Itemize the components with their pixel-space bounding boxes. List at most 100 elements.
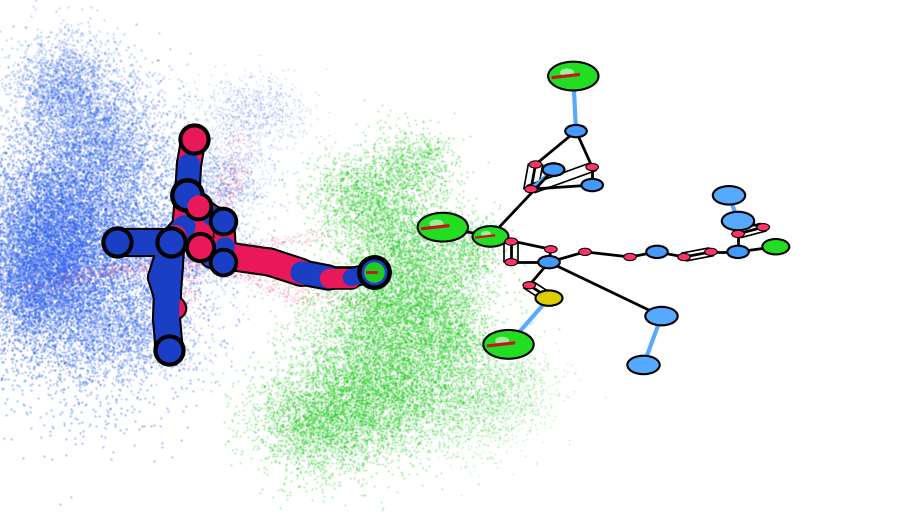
- Point: [137, 340, 151, 348]
- Point: [361, 408, 375, 416]
- Point: [365, 209, 380, 217]
- Point: [0, 197, 13, 206]
- Point: [4, 236, 18, 245]
- Point: [329, 430, 344, 438]
- Point: [317, 179, 331, 188]
- Point: [441, 431, 455, 439]
- Point: [112, 359, 126, 368]
- Point: [125, 61, 140, 69]
- Point: [57, 100, 71, 108]
- Point: [29, 222, 43, 230]
- Point: [113, 281, 128, 289]
- Point: [411, 148, 426, 156]
- Point: [98, 238, 112, 247]
- Point: [107, 195, 122, 203]
- Point: [34, 97, 49, 105]
- Point: [89, 285, 104, 293]
- Point: [370, 118, 384, 126]
- Point: [408, 437, 422, 445]
- Point: [298, 281, 312, 289]
- Point: [106, 130, 121, 138]
- Point: [472, 436, 487, 445]
- Point: [183, 245, 197, 253]
- Point: [28, 226, 42, 234]
- Point: [378, 260, 392, 268]
- Point: [327, 290, 341, 298]
- Point: [225, 113, 239, 121]
- Point: [469, 306, 483, 314]
- Point: [222, 256, 237, 264]
- Point: [35, 162, 50, 171]
- Point: [7, 152, 22, 160]
- Point: [347, 388, 362, 396]
- Point: [448, 342, 463, 351]
- Point: [348, 155, 363, 163]
- Point: [2, 327, 16, 335]
- Point: [14, 148, 29, 156]
- Point: [48, 238, 62, 246]
- Point: [27, 226, 41, 234]
- Point: [349, 321, 364, 329]
- Point: [383, 300, 398, 308]
- Point: [407, 388, 421, 396]
- Point: [399, 350, 413, 358]
- Point: [178, 235, 193, 243]
- Point: [0, 241, 3, 249]
- Point: [380, 350, 394, 358]
- Point: [316, 418, 330, 427]
- Point: [231, 197, 246, 205]
- Point: [46, 351, 60, 359]
- Point: [95, 139, 110, 148]
- Point: [53, 331, 68, 339]
- Point: [78, 176, 93, 185]
- Point: [346, 403, 361, 411]
- Point: [84, 201, 98, 209]
- Point: [92, 181, 106, 190]
- Point: [129, 338, 143, 346]
- Point: [16, 52, 31, 61]
- Point: [353, 399, 367, 407]
- Point: [50, 285, 65, 293]
- Point: [91, 196, 105, 205]
- Point: [231, 192, 246, 200]
- Point: [130, 259, 145, 267]
- Point: [263, 101, 277, 109]
- Point: [518, 359, 533, 368]
- Point: [472, 381, 487, 390]
- Point: [196, 224, 211, 232]
- Point: [314, 471, 328, 480]
- Point: [391, 423, 405, 431]
- Point: [429, 149, 444, 157]
- Point: [385, 436, 400, 445]
- Point: [448, 267, 463, 276]
- Point: [27, 285, 41, 293]
- Point: [24, 234, 39, 242]
- Point: [402, 153, 417, 161]
- Point: [140, 207, 154, 215]
- Point: [304, 429, 319, 437]
- Point: [95, 280, 110, 288]
- Point: [332, 315, 347, 323]
- Point: [74, 133, 88, 141]
- Point: [17, 317, 32, 325]
- Point: [358, 392, 373, 400]
- Point: [372, 196, 386, 205]
- Point: [43, 261, 58, 269]
- Point: [138, 242, 152, 250]
- Point: [124, 345, 139, 354]
- Point: [93, 157, 107, 165]
- Point: [304, 398, 319, 406]
- Point: [201, 248, 215, 256]
- Point: [0, 288, 12, 297]
- Point: [10, 304, 24, 313]
- Point: [104, 268, 118, 276]
- Point: [127, 151, 141, 159]
- Point: [525, 406, 539, 414]
- Point: [349, 178, 364, 186]
- Point: [91, 279, 105, 287]
- Point: [454, 333, 469, 341]
- Point: [252, 241, 266, 249]
- Point: [71, 400, 86, 409]
- Point: [52, 144, 67, 152]
- Point: [383, 367, 398, 375]
